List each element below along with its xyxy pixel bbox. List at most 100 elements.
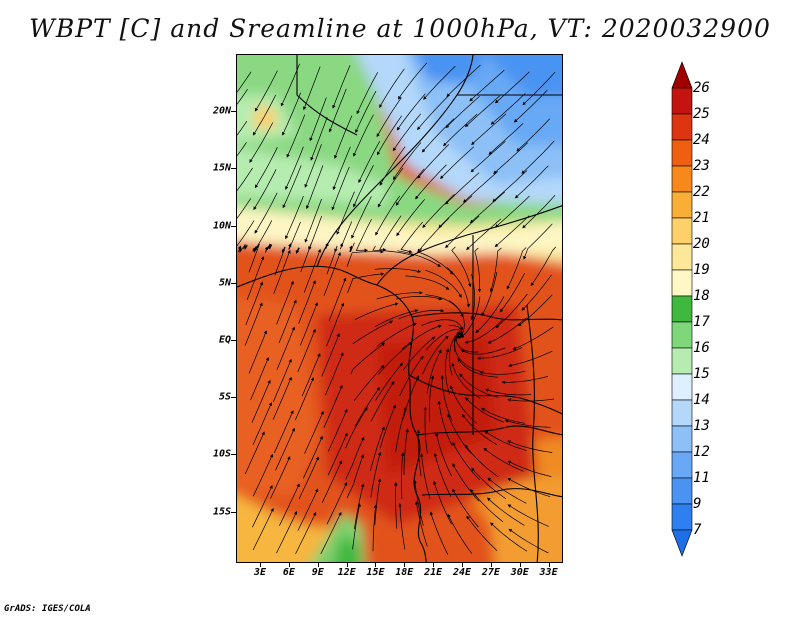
streamline	[252, 485, 273, 528]
streamline	[272, 376, 292, 420]
streamline	[399, 355, 424, 397]
lon-tick	[519, 563, 521, 567]
streamline	[244, 302, 263, 346]
colorbar	[671, 61, 693, 557]
streamline	[285, 195, 304, 240]
streamline	[328, 277, 347, 322]
lat-tick	[231, 397, 236, 399]
wbpt-field-map	[237, 55, 562, 562]
streamline	[457, 358, 499, 378]
streamline	[426, 349, 442, 394]
streamline	[492, 170, 528, 202]
lat-label: 20N	[212, 105, 231, 117]
streamline	[395, 168, 425, 206]
streamline	[252, 94, 277, 136]
streamline	[302, 435, 323, 479]
streamline	[463, 171, 499, 203]
streamline	[358, 141, 381, 183]
lat-tick	[231, 282, 236, 284]
lat-label: 15S	[212, 506, 231, 518]
streamline	[304, 410, 324, 454]
colorbar-box	[671, 373, 693, 401]
streamline	[521, 140, 555, 174]
streamline	[417, 144, 450, 179]
streamline	[245, 281, 263, 326]
streamline	[508, 528, 549, 554]
colorbar-level-label: 12	[693, 444, 710, 460]
streamline	[405, 275, 450, 290]
streamline	[346, 454, 364, 498]
streamline	[415, 164, 447, 200]
streamline	[514, 165, 549, 199]
streamline	[494, 215, 530, 248]
streamline	[464, 444, 499, 478]
lon-label: 3E	[254, 567, 267, 578]
lat-label: 5S	[218, 391, 231, 403]
colorbar-level-label: 11	[693, 470, 710, 486]
lon-tick	[375, 563, 377, 567]
streamline	[395, 295, 443, 301]
colorbar-bottom-triangle	[671, 529, 693, 557]
streamline	[433, 453, 452, 497]
colorbar-level-label: 18	[693, 288, 710, 304]
streamline	[274, 246, 286, 276]
colorbar-level-label: 13	[693, 418, 710, 434]
streamline	[353, 114, 374, 157]
streamline	[326, 482, 348, 525]
streamline	[303, 248, 321, 293]
streamline	[347, 272, 385, 293]
streamline	[446, 267, 471, 308]
streamline	[522, 194, 556, 229]
streamline	[379, 146, 406, 186]
streamline	[331, 166, 350, 211]
streamline	[499, 272, 526, 313]
colorbar-level-label: 7	[693, 522, 702, 538]
lat-label: 10S	[212, 448, 231, 460]
colorbar-level-label: 21	[693, 210, 710, 226]
streamline	[422, 335, 449, 375]
streamline	[246, 256, 265, 301]
streamline	[396, 93, 426, 131]
streamline	[264, 243, 273, 253]
streamline	[254, 70, 278, 112]
streamline	[346, 250, 384, 267]
streamline	[480, 407, 525, 424]
streamline	[374, 268, 422, 273]
streamline	[252, 453, 273, 497]
streamline	[506, 247, 527, 290]
streamline	[440, 375, 453, 421]
streamline	[421, 118, 455, 153]
streamline	[301, 352, 321, 397]
streamline	[237, 89, 248, 105]
streamline	[428, 375, 435, 422]
streamline	[425, 269, 462, 298]
streamline	[237, 120, 248, 136]
grads-credit: GrADS: IGES/COLA	[4, 604, 91, 614]
lon-tick	[433, 563, 435, 567]
streamline	[310, 116, 328, 161]
colorbar-level-label: 14	[693, 392, 710, 408]
lat-tick	[231, 511, 236, 513]
chart-title: WBPT [C] and Sreamline at 1000hPa, VT: 2…	[29, 14, 771, 43]
lon-label: 30E	[510, 567, 529, 578]
streamline	[425, 329, 464, 351]
streamline	[349, 242, 355, 253]
streamline	[452, 441, 480, 481]
lon-label: 27E	[481, 567, 500, 578]
streamline	[353, 165, 374, 208]
colorbar-box	[671, 113, 693, 141]
streamline	[447, 513, 473, 554]
streamline	[304, 198, 322, 243]
streamline	[490, 522, 528, 552]
streamline	[249, 122, 274, 163]
colorbar-box	[671, 399, 693, 427]
streamline	[237, 167, 253, 192]
streamline	[445, 95, 480, 129]
streamline	[417, 217, 450, 253]
lat-tick	[231, 454, 236, 456]
streamline	[237, 71, 252, 93]
streamline	[276, 511, 298, 554]
lon-tick	[404, 563, 406, 567]
streamline	[470, 140, 506, 173]
streamline	[471, 113, 507, 146]
